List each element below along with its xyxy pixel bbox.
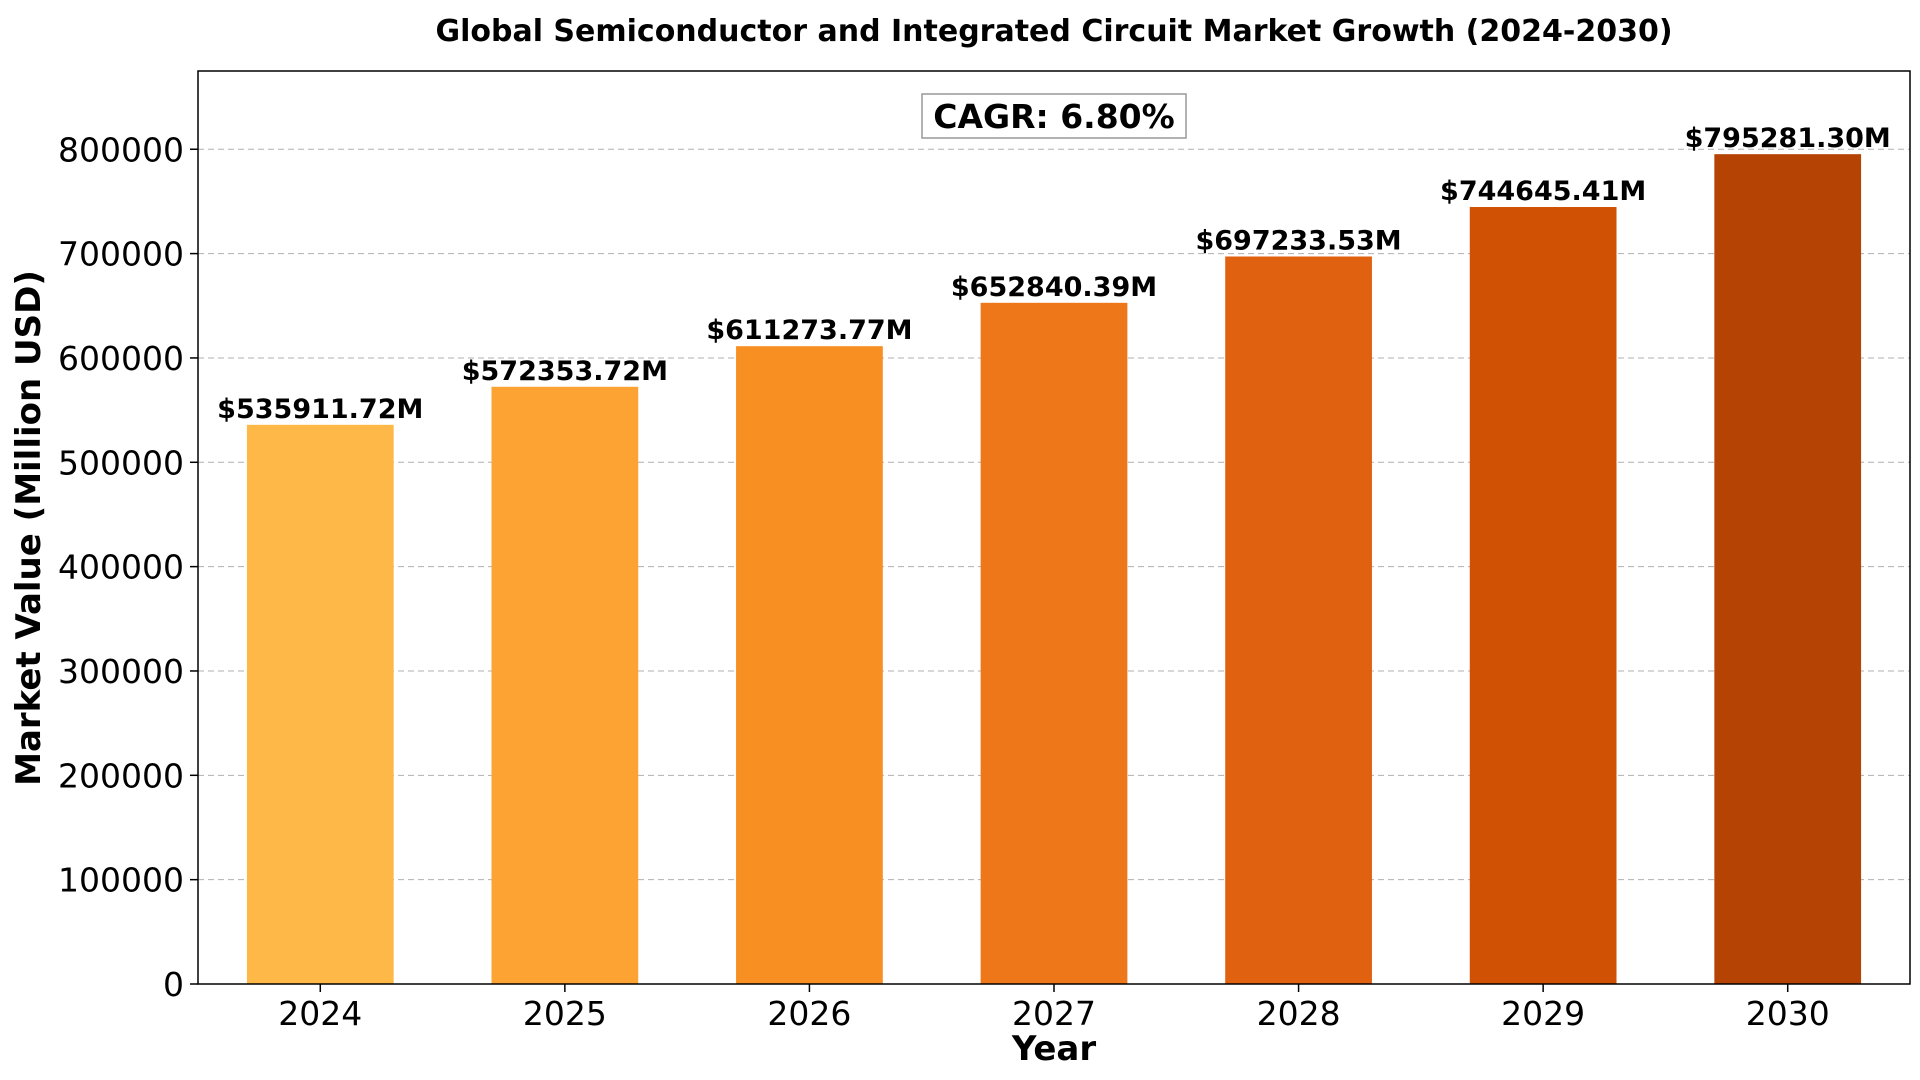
x-axis-label: Year bbox=[1011, 1029, 1097, 1069]
bar-2025 bbox=[491, 386, 639, 984]
x-tick-label: 2026 bbox=[767, 994, 851, 1033]
bar-value-label: $572353.72M bbox=[462, 356, 668, 387]
x-axis-ticks: 2024 2025 2026 2027 2028 2029 2030 bbox=[278, 984, 1830, 1033]
cagr-annotation-box bbox=[921, 93, 1187, 139]
bar-2028 bbox=[1225, 256, 1372, 985]
y-tick-label: 100000 bbox=[58, 861, 184, 900]
x-tick-label: 2027 bbox=[1012, 994, 1096, 1033]
y-tick-label: 800000 bbox=[58, 130, 184, 169]
x-tick-label: 2029 bbox=[1501, 994, 1585, 1033]
bar-2027 bbox=[980, 302, 1128, 984]
y-tick-label: 200000 bbox=[58, 756, 184, 795]
y-tick-label: 0 bbox=[163, 965, 184, 1004]
y-axis-ticks: 0 100000 200000 300000 400000 500000 600000 700… bbox=[58, 130, 198, 1004]
y-tick-label: 700000 bbox=[58, 235, 184, 274]
bar-2024 bbox=[246, 424, 394, 984]
y-tick-label: 400000 bbox=[58, 548, 184, 587]
bar-2030 bbox=[1714, 154, 1862, 984]
y-tick-label: 500000 bbox=[58, 443, 184, 482]
y-tick-label: 300000 bbox=[58, 652, 184, 691]
bar-value-label: $611273.77M bbox=[706, 315, 912, 346]
bar-value-label: $795281.30M bbox=[1685, 123, 1891, 154]
y-axis-label: Market Value (Million USD) bbox=[9, 270, 49, 786]
x-tick-label: 2030 bbox=[1746, 994, 1830, 1033]
chart-title: Global Semiconductor and Integrated Circ… bbox=[435, 14, 1672, 49]
bar-value-label: $744645.41M bbox=[1440, 176, 1646, 207]
bar-2029 bbox=[1469, 207, 1617, 985]
cagr-annotation: CAGR: 6.80% bbox=[921, 93, 1187, 139]
bar-2026 bbox=[736, 346, 883, 985]
x-tick-label: 2025 bbox=[523, 994, 607, 1033]
bar-value-label: $697233.53M bbox=[1195, 225, 1401, 256]
bar-layer bbox=[246, 154, 1862, 985]
x-tick-label: 2024 bbox=[278, 994, 362, 1033]
cagr-annotation-text: CAGR: 6.80% bbox=[933, 97, 1174, 136]
y-tick-label: 600000 bbox=[58, 339, 184, 378]
x-tick-label: 2028 bbox=[1257, 994, 1341, 1033]
bar-label-layer: $535911.72M $572353.72M $611273.77M $652840… bbox=[217, 123, 1891, 425]
bar-value-label: $535911.72M bbox=[217, 394, 423, 425]
bar-value-label: $652840.39M bbox=[951, 272, 1157, 303]
